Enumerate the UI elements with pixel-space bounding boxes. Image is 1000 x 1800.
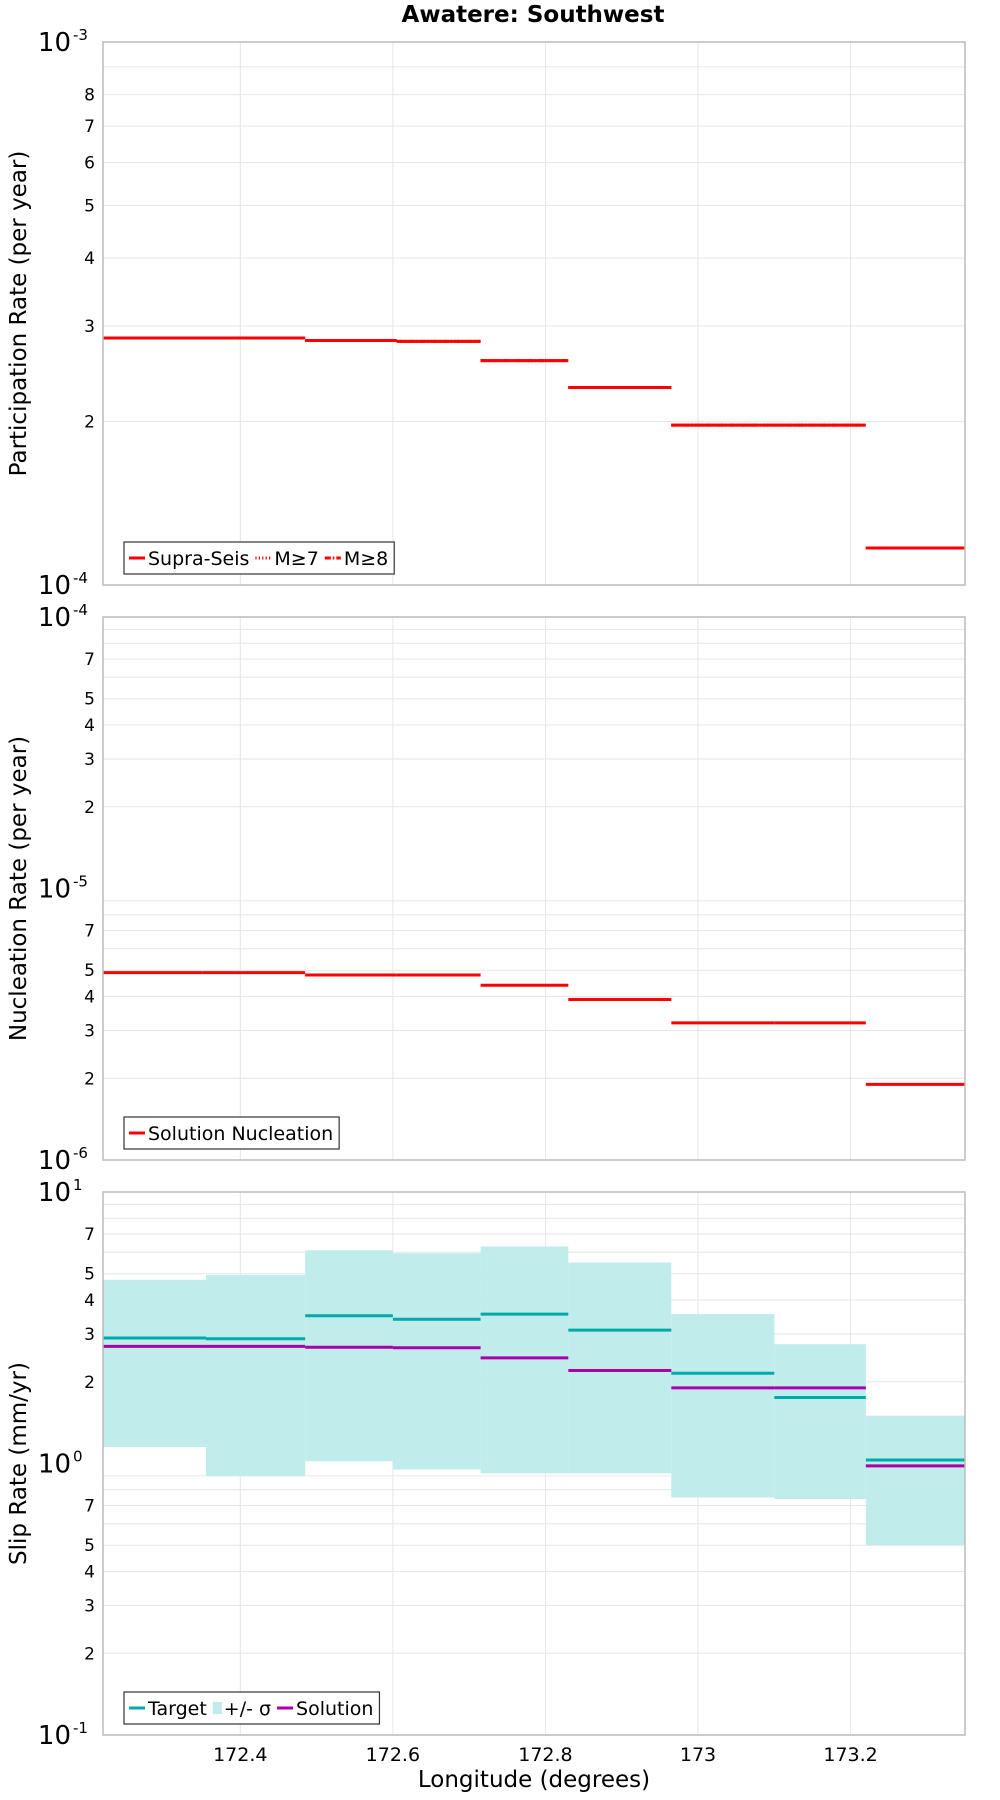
legend-swatch (212, 1702, 222, 1714)
x-axis-label: Longitude (degrees) (417, 1767, 651, 1793)
y-tick-label-minor: 7 (84, 117, 95, 137)
y-tick-label-minor: 8 (84, 86, 95, 106)
y-tick-label-minor: 7 (84, 922, 95, 942)
y-tick-label-major: 10 (38, 875, 71, 905)
y-tick-label-minor: 2 (84, 1373, 95, 1393)
legend: Solution Nucleation (123, 1116, 340, 1150)
y-tick-label-minor: 2 (84, 798, 95, 818)
uncertainty-band-segment (305, 1250, 393, 1462)
plot-frame (102, 1191, 966, 1736)
legend-box (123, 1116, 340, 1150)
y-axis-label: Slip Rate (mm/yr) (6, 1362, 32, 1565)
legend-entry-label: Supra-Seis (148, 548, 249, 570)
y-tick-label-minor: 7 (84, 650, 95, 670)
y-tick-label-major: 10 (38, 1178, 71, 1208)
y-tick-label-minor: 4 (84, 1291, 95, 1311)
x-tick-label: 173.2 (823, 1744, 877, 1766)
y-tick-label-exponent: -4 (73, 569, 88, 587)
y-tick-label-minor: 4 (84, 249, 95, 269)
y-tick-label-major: 10 (38, 1146, 71, 1176)
y-tick-label-exponent: -1 (73, 1719, 88, 1737)
y-tick-label-exponent: 0 (73, 1448, 83, 1466)
uncertainty-band-segment (568, 1262, 672, 1474)
legend-entry-label: Solution (296, 1698, 373, 1720)
y-tick-label-exponent: -5 (73, 873, 88, 891)
uncertainty-band-segment (671, 1314, 775, 1498)
y-tick-label-minor: 3 (84, 1325, 95, 1345)
legend-entry-label: M≥8 (344, 548, 388, 570)
y-tick-label-minor: 5 (84, 196, 95, 216)
plot-frame (102, 616, 966, 1161)
x-tick-label: 172.8 (518, 1744, 572, 1766)
uncertainty-band-segment (392, 1253, 481, 1470)
y-tick-label-minor: 7 (84, 1497, 95, 1517)
y-tick-label-minor: 2 (84, 1069, 95, 1089)
y-tick-label-exponent: -6 (73, 1144, 88, 1162)
legend-entry-label: Target (147, 1698, 207, 1720)
legend-entry-label: M≥7 (274, 548, 318, 570)
y-tick-label-major: 10 (38, 603, 71, 633)
y-tick-label-major: 10 (38, 571, 71, 601)
y-tick-label-major: 10 (38, 28, 71, 58)
uncertainty-band-segment (103, 1279, 206, 1448)
y-axis-label: Nucleation Rate (per year) (6, 736, 32, 1041)
y-tick-label-minor: 3 (84, 1021, 95, 1041)
legend-entry-label: Solution Nucleation (148, 1123, 333, 1145)
x-tick-label: 172.6 (366, 1744, 420, 1766)
y-tick-label-minor: 4 (84, 716, 95, 736)
uncertainty-band-segment (205, 1274, 306, 1476)
legend-entry-label: +/- σ (224, 1698, 271, 1720)
y-tick-label-minor: 5 (84, 961, 95, 981)
y-tick-label-minor: 5 (84, 1265, 95, 1285)
plot-frame (102, 41, 966, 586)
uncertainty-band-segment (774, 1344, 866, 1500)
y-tick-label-minor: 2 (84, 1644, 95, 1664)
y-tick-label-minor: 5 (84, 690, 95, 710)
y-tick-label-minor: 3 (84, 317, 95, 337)
y-tick-label-exponent: -3 (73, 26, 88, 44)
y-tick-label-exponent: -4 (73, 601, 88, 619)
legend: Target +/- σ Solution (123, 1691, 381, 1725)
legend-box (123, 1691, 381, 1725)
x-tick-label: 173 (680, 1744, 716, 1766)
y-tick-label-minor: 4 (84, 1563, 95, 1583)
y-tick-label-minor: 5 (84, 1536, 95, 1556)
y-axis-label: Participation Rate (per year) (6, 151, 32, 477)
legend: Supra-Seis M≥7 M≥8 (123, 541, 395, 575)
y-tick-label-minor: 2 (84, 413, 95, 433)
uncertainty-band-segment (480, 1246, 569, 1474)
y-tick-label-minor: 7 (84, 1225, 95, 1245)
y-tick-label-major: 10 (38, 1450, 71, 1480)
y-tick-label-minor: 3 (84, 750, 95, 770)
y-tick-label-exponent: 1 (73, 1176, 83, 1194)
chart-title: Awatere: Southwest (401, 2, 665, 28)
x-tick-label: 172.4 (213, 1744, 267, 1766)
uncertainty-band-segment (865, 1415, 965, 1546)
y-tick-label-minor: 3 (84, 1596, 95, 1616)
y-tick-label-minor: 6 (84, 153, 95, 173)
y-tick-label-major: 10 (38, 1721, 71, 1751)
y-tick-label-minor: 4 (84, 988, 95, 1008)
